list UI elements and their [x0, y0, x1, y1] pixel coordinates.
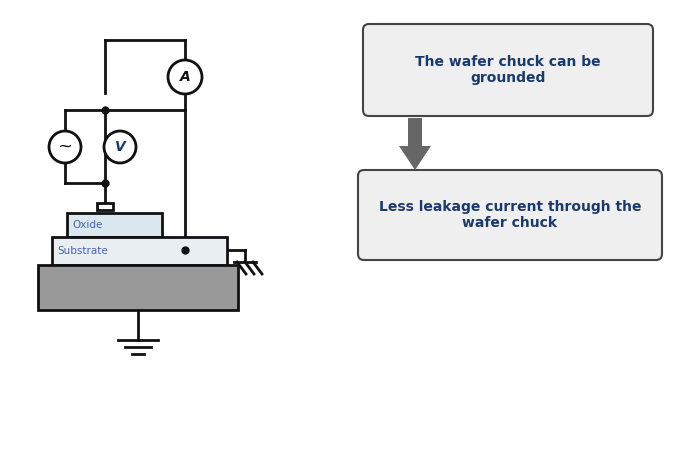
FancyBboxPatch shape — [363, 24, 653, 116]
Bar — [408, 118, 422, 146]
Ellipse shape — [168, 60, 202, 94]
Text: V: V — [115, 140, 125, 154]
Text: Oxide: Oxide — [72, 220, 102, 230]
Text: Less leakage current through the
wafer chuck: Less leakage current through the wafer c… — [379, 200, 641, 230]
Ellipse shape — [104, 131, 136, 163]
Ellipse shape — [49, 131, 81, 163]
Bar — [52, 237, 227, 265]
FancyBboxPatch shape — [358, 170, 662, 260]
Bar — [97, 203, 113, 210]
Bar — [38, 265, 238, 310]
Text: Substrate: Substrate — [57, 246, 108, 256]
Text: A: A — [180, 70, 191, 84]
Polygon shape — [399, 146, 431, 170]
Text: ~: ~ — [57, 138, 73, 156]
Text: The wafer chuck can be
grounded: The wafer chuck can be grounded — [415, 55, 600, 85]
Bar — [67, 213, 162, 237]
